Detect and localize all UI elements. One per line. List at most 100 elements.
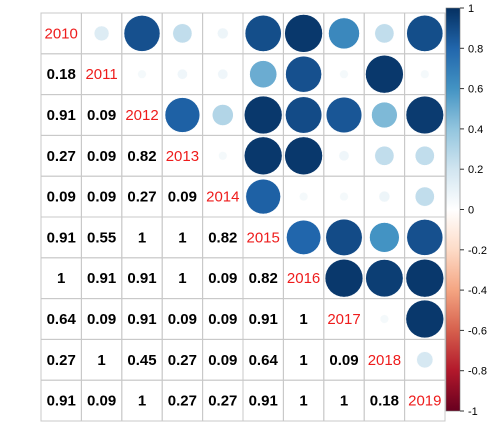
diag-label-2014: 2014 [206,189,239,206]
coef-8-1: 1 [97,352,105,369]
coef-7-4: 0.09 [208,311,237,328]
coef-4-2: 0.27 [127,189,156,206]
colorbar: 1 0.8 0.6 0.4 0.2 0 -0.2 -0.4 -0.6 -0.8 -1 [445,3,487,418]
diag-label-2016: 2016 [287,270,320,287]
circle-1-6 [285,55,322,93]
diag-label-2010: 2010 [45,25,78,42]
coef-4-3: 0.09 [168,189,197,206]
coef-6-3: 1 [178,270,186,287]
circle-6-8 [365,259,404,298]
colorbar-strip [445,7,461,412]
colorbar-tick-label: -0.2 [468,245,487,257]
coef-5-1: 0.55 [87,229,116,246]
circle-2-9 [405,95,444,135]
circle-1-9 [420,69,430,79]
circle-2-3 [164,97,201,133]
circle-2-7 [325,96,363,134]
circle-3-4 [218,151,228,161]
coef-1-0: 0.18 [47,66,76,83]
circle-1-8 [365,55,404,94]
circle-2-6 [285,96,323,134]
diag-label-2017: 2017 [327,311,360,328]
coef-3-0: 0.27 [47,148,76,165]
circle-4-7 [339,192,349,202]
circle-1-4 [217,68,229,80]
grid-cell-9-9 [404,379,446,422]
colorbar-tick-label: -1 [468,406,478,418]
coef-8-4: 0.09 [208,352,237,369]
coef-9-2: 1 [138,393,146,410]
coef-7-6: 1 [299,311,307,328]
coef-9-7: 1 [340,393,348,410]
circle-3-6 [284,136,323,175]
circle-0-9 [406,15,444,52]
circle-4-5 [245,178,281,215]
coef-8-2: 0.45 [127,352,156,369]
circle-2-5 [244,95,283,135]
circle-4-6 [299,192,309,202]
circle-0-1 [93,25,110,42]
coef-7-0: 0.64 [47,311,77,328]
circle-5-8 [369,222,400,253]
circle-4-9 [414,186,435,207]
coef-7-3: 0.09 [168,311,197,328]
circle-4-8 [378,190,391,203]
diag-label-2012: 2012 [125,107,158,124]
coef-8-7: 0.09 [329,352,358,369]
diag-label-2015: 2015 [247,229,280,246]
coef-5-2: 1 [138,229,146,246]
coef-7-5: 0.91 [249,311,278,328]
coef-6-1: 0.91 [87,270,116,287]
colorbar-tick-label: 0.6 [468,84,483,96]
coef-9-8: 0.18 [370,393,399,410]
colorbar-tick-label: -0.4 [468,285,487,297]
colorbar-tick-label: 0.8 [468,43,483,55]
circle-5-6 [286,219,322,255]
circle-3-8 [374,145,395,166]
coef-2-1: 0.09 [87,107,116,124]
coef-6-2: 0.91 [127,270,156,287]
circle-0-5 [244,15,282,52]
coef-5-3: 1 [178,229,186,246]
coef-7-2: 0.91 [127,311,156,328]
colorbar-tick-label: 0.4 [468,124,483,136]
circle-5-9 [406,219,444,256]
circle-7-9 [405,299,444,339]
coef-4-0: 0.09 [47,189,76,206]
coef-3-1: 0.09 [87,148,116,165]
colorbar-tick-label: -0.8 [468,366,487,378]
diag-label-2011: 2011 [85,66,117,83]
circle-5-7 [325,218,363,256]
circle-6-7 [324,259,364,298]
circle-1-7 [339,69,349,79]
coef-6-4: 0.09 [208,270,237,287]
coef-7-1: 0.09 [87,311,116,328]
grid [40,12,446,422]
diag-label-2013: 2013 [166,148,199,165]
circle-8-9 [416,351,434,369]
circle-3-5 [244,136,283,175]
circle-1-2 [137,69,147,79]
coef-2-0: 0.91 [47,107,76,124]
circle-3-9 [414,145,435,166]
colorbar-tick-label: 0.2 [468,164,483,176]
circle-3-7 [338,150,350,162]
circle-2-8 [371,101,398,129]
coef-9-4: 0.27 [208,393,237,410]
diag-label-2019: 2019 [408,393,441,410]
coef-8-6: 1 [299,352,307,369]
diag-label-2018: 2018 [368,352,401,369]
circle-0-7 [328,17,360,50]
colorbar-tick-label: -0.6 [468,325,487,337]
cells: 2010 0.18 2011 0.91 0.09 2012 0.27 0.09 0.82 2013… [45,14,444,410]
coef-8-0: 0.27 [47,352,76,369]
coef-9-0: 0.91 [47,393,76,410]
coef-8-3: 0.27 [168,352,197,369]
circle-7-8 [379,314,389,324]
circle-0-8 [374,23,395,44]
coef-8-5: 0.64 [249,352,279,369]
coef-9-6: 1 [299,393,307,410]
circle-0-6 [284,14,323,53]
coef-3-2: 0.82 [127,148,156,165]
